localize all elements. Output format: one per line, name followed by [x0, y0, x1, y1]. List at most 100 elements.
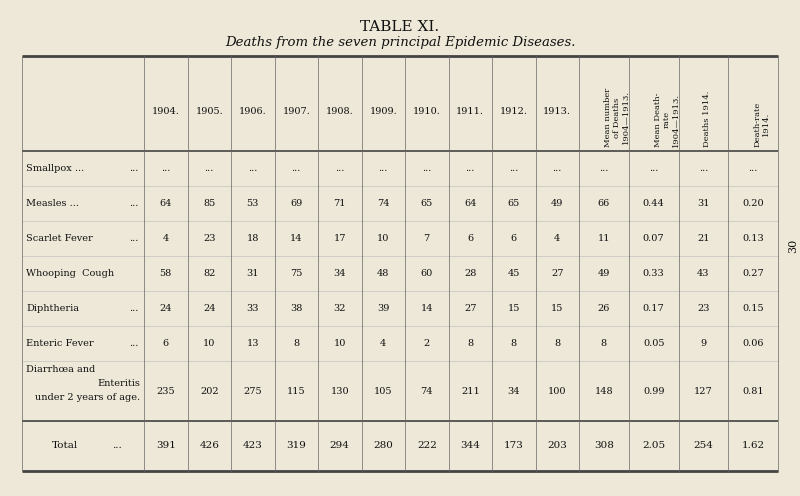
Text: Mean number
of Deaths
1904—1913.: Mean number of Deaths 1904—1913. [604, 88, 630, 147]
Text: 10: 10 [203, 339, 215, 348]
Text: 38: 38 [290, 304, 302, 313]
Text: 275: 275 [243, 386, 262, 395]
Text: 1905.: 1905. [195, 107, 223, 116]
Text: ...: ... [378, 164, 388, 173]
Text: ...: ... [509, 164, 518, 173]
Text: 43: 43 [697, 269, 710, 278]
Text: 27: 27 [464, 304, 477, 313]
Text: 53: 53 [246, 199, 259, 208]
Text: 23: 23 [203, 234, 215, 243]
Text: 0.05: 0.05 [643, 339, 664, 348]
Text: 26: 26 [598, 304, 610, 313]
Text: 24: 24 [159, 304, 172, 313]
Text: 4: 4 [380, 339, 386, 348]
Text: 9: 9 [700, 339, 706, 348]
Text: 1904.: 1904. [152, 107, 180, 116]
Text: Mean Death-
rate
1904—1913.: Mean Death- rate 1904—1913. [654, 92, 680, 147]
Text: ...: ... [205, 164, 214, 173]
Text: 24: 24 [203, 304, 215, 313]
Text: 48: 48 [377, 269, 390, 278]
Text: 49: 49 [551, 199, 563, 208]
Text: 0.20: 0.20 [742, 199, 764, 208]
Text: Diphtheria: Diphtheria [26, 304, 79, 313]
Text: 308: 308 [594, 441, 614, 450]
Text: 66: 66 [598, 199, 610, 208]
Text: Death-rate
1914.: Death-rate 1914. [753, 102, 770, 147]
Text: 0.06: 0.06 [742, 339, 764, 348]
Text: 75: 75 [290, 269, 302, 278]
Text: 1907.: 1907. [282, 107, 310, 116]
Text: 21: 21 [697, 234, 710, 243]
Text: 8: 8 [601, 339, 607, 348]
Text: 4: 4 [554, 234, 560, 243]
Text: 17: 17 [334, 234, 346, 243]
Text: 0.44: 0.44 [642, 199, 665, 208]
Text: 222: 222 [417, 441, 437, 450]
Text: 0.15: 0.15 [742, 304, 764, 313]
Text: ...: ... [291, 164, 301, 173]
Text: ...: ... [248, 164, 258, 173]
Text: ...: ... [749, 164, 758, 173]
Text: ...: ... [129, 339, 138, 348]
Text: 319: 319 [286, 441, 306, 450]
Text: 34: 34 [507, 386, 520, 395]
Text: 115: 115 [287, 386, 306, 395]
Text: 211: 211 [461, 386, 480, 395]
Text: ...: ... [599, 164, 609, 173]
Text: 14: 14 [290, 234, 302, 243]
Text: 0.33: 0.33 [642, 269, 665, 278]
Text: 0.27: 0.27 [742, 269, 764, 278]
Text: 1906.: 1906. [239, 107, 266, 116]
Text: 1909.: 1909. [370, 107, 397, 116]
Text: 6: 6 [510, 234, 517, 243]
Text: ...: ... [422, 164, 431, 173]
Text: 8: 8 [293, 339, 299, 348]
Text: Enteritis: Enteritis [97, 379, 140, 388]
Text: 2: 2 [424, 339, 430, 348]
Text: TABLE XI.: TABLE XI. [361, 20, 439, 34]
Text: ...: ... [129, 199, 138, 208]
Text: 82: 82 [203, 269, 215, 278]
Text: ...: ... [129, 164, 138, 173]
Text: 74: 74 [421, 386, 433, 395]
Text: 10: 10 [334, 339, 346, 348]
Text: 39: 39 [377, 304, 390, 313]
Text: under 2 years of age.: under 2 years of age. [35, 393, 140, 402]
Text: 64: 64 [464, 199, 477, 208]
Text: 65: 65 [508, 199, 520, 208]
Text: 6: 6 [467, 234, 474, 243]
Text: 203: 203 [547, 441, 567, 450]
Text: 426: 426 [199, 441, 219, 450]
Text: 1.62: 1.62 [742, 441, 765, 450]
Text: Scarlet Fever: Scarlet Fever [26, 234, 93, 243]
Text: 14: 14 [421, 304, 433, 313]
Text: 130: 130 [330, 386, 349, 395]
Text: 294: 294 [330, 441, 350, 450]
Text: 8: 8 [467, 339, 474, 348]
Text: 31: 31 [697, 199, 710, 208]
Text: ...: ... [112, 441, 122, 450]
Text: 0.17: 0.17 [642, 304, 665, 313]
Text: 85: 85 [203, 199, 215, 208]
Text: ...: ... [698, 164, 708, 173]
Text: ...: ... [129, 304, 138, 313]
Text: 1912.: 1912. [500, 107, 528, 116]
Text: 8: 8 [510, 339, 517, 348]
Text: 33: 33 [246, 304, 259, 313]
Text: 4: 4 [162, 234, 169, 243]
Text: ...: ... [649, 164, 658, 173]
Text: 60: 60 [421, 269, 433, 278]
Text: ...: ... [161, 164, 170, 173]
Text: 45: 45 [507, 269, 520, 278]
Text: ...: ... [129, 234, 138, 243]
Text: 6: 6 [162, 339, 169, 348]
Text: 280: 280 [374, 441, 393, 450]
Text: 173: 173 [504, 441, 524, 450]
Text: 1910.: 1910. [413, 107, 441, 116]
Text: 100: 100 [548, 386, 566, 395]
Text: 71: 71 [334, 199, 346, 208]
Text: 10: 10 [377, 234, 390, 243]
Text: 2.05: 2.05 [642, 441, 665, 450]
Text: 28: 28 [464, 269, 477, 278]
Text: Total: Total [52, 441, 78, 450]
